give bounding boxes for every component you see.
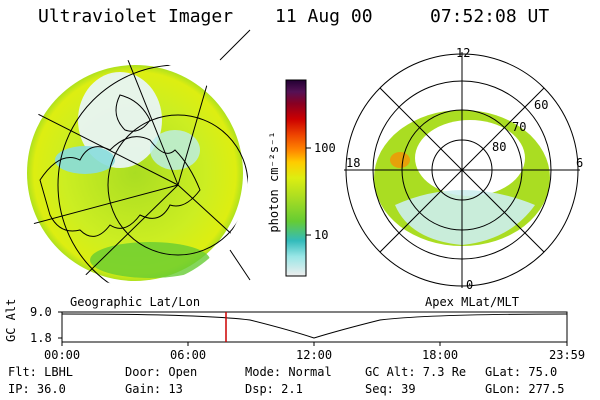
glon-status: GLon: 277.5 bbox=[485, 382, 565, 396]
right-panel-caption: Apex MLat/MLT bbox=[425, 295, 519, 309]
gc-alt-status: GC Alt: 7.3 Re bbox=[365, 365, 467, 379]
polar-image bbox=[344, 52, 580, 288]
door-status: Door: Open bbox=[125, 365, 198, 379]
colorbar-gradient bbox=[285, 79, 307, 277]
mlt-label-6: 6 bbox=[576, 156, 584, 170]
timeline-ytick-low: 1.8 bbox=[30, 331, 52, 345]
timeline-xtick-0600: 06:00 bbox=[170, 348, 207, 362]
image-date: 11 Aug 00 bbox=[275, 6, 373, 27]
colorbar-tick-100: 100 bbox=[314, 141, 336, 155]
dsp-status: Dsp: 2.1 bbox=[245, 382, 303, 396]
instrument-title: Ultraviolet Imager bbox=[38, 6, 234, 27]
timeline-xtick-1200: 12:00 bbox=[296, 348, 333, 362]
lon-line bbox=[119, 60, 179, 186]
timeline-xtick-1800: 18:00 bbox=[422, 348, 459, 362]
mlt-label-12: 12 bbox=[456, 46, 471, 60]
colorbar-unit-label: photon cm⁻²s⁻¹ bbox=[267, 131, 281, 233]
glat-status: GLat: 75.0 bbox=[485, 365, 558, 379]
gain-status: Gain: 13 bbox=[125, 382, 183, 396]
image-time: 07:52:08 UT bbox=[430, 6, 550, 27]
mode-status: Mode: Normal bbox=[245, 365, 332, 379]
mlt-label-0: 0 bbox=[466, 278, 474, 292]
timeline-xtick-2359: 23:59 bbox=[549, 348, 586, 362]
timeline-axis-label: GC Alt bbox=[4, 298, 18, 342]
colorbar bbox=[285, 79, 311, 277]
polar-cap-region bbox=[78, 72, 162, 168]
left-panel-caption: Geographic Lat/Lon bbox=[70, 295, 201, 309]
altitude-timeline bbox=[58, 311, 568, 346]
mlat-label-80: 80 bbox=[492, 140, 507, 154]
ip-status: IP: 36.0 bbox=[8, 382, 66, 396]
mlt-label-18: 18 bbox=[346, 156, 361, 170]
coastline bbox=[39, 136, 201, 237]
seq-status: Seq: 39 bbox=[365, 382, 416, 396]
mlat-label-70: 70 bbox=[512, 120, 527, 134]
polar-cap bbox=[415, 120, 525, 196]
colorbar-tick-10: 10 bbox=[314, 228, 329, 242]
mlat-label-60: 60 bbox=[534, 98, 549, 112]
timeline-ytick-high: 9.0 bbox=[30, 305, 52, 319]
timeline-xtick-0000: 00:00 bbox=[44, 348, 81, 362]
lat-circle bbox=[107, 114, 248, 256]
filter-status: Flt: LBHL bbox=[8, 365, 74, 379]
altitude-curve bbox=[61, 313, 568, 339]
